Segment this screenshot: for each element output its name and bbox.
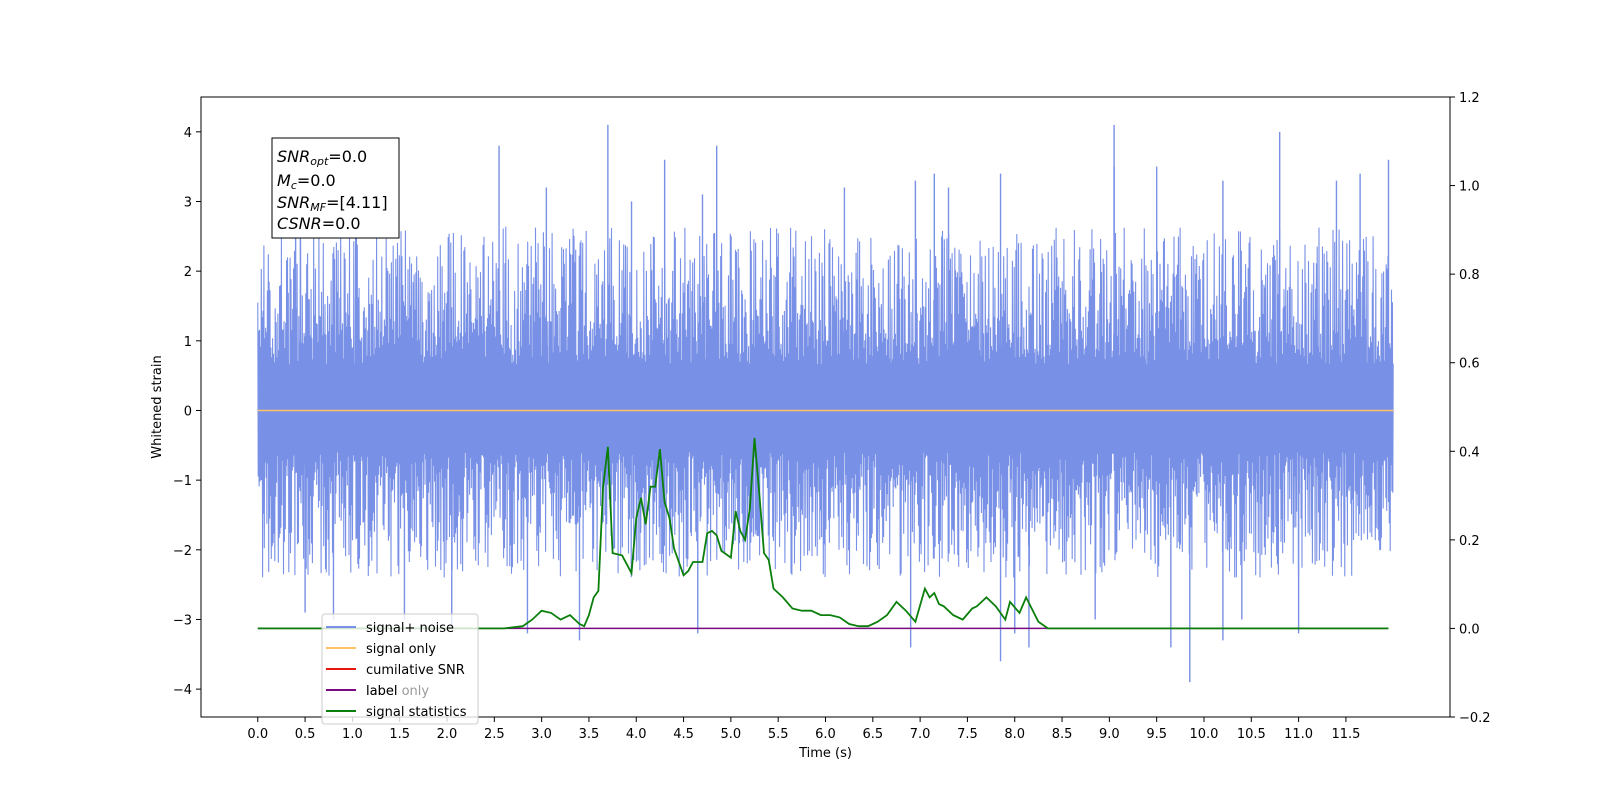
x-tick-label: 3.5 [579, 727, 600, 742]
y-tick-label: 4 [184, 126, 192, 141]
signal-noise-line [257, 226, 1394, 578]
x-tick-label: 11.0 [1284, 727, 1313, 742]
y-tick-label: −3 [173, 613, 192, 628]
y-tick-label: −1 [173, 474, 192, 489]
info-box-frame [271, 137, 400, 239]
plot-area [257, 124, 1394, 683]
x-tick-label: 8.5 [1052, 727, 1073, 742]
info-csnr: CSNR=0.0 [277, 214, 361, 233]
info-snr-opt: SNRopt=0.0 [277, 147, 367, 168]
y-axis-ticks: 4 3 2 1 0 −1 −2 −3 −4 [173, 126, 201, 698]
series-signal-noise [257, 124, 1394, 683]
series-signal-statistics [257, 437, 1389, 630]
y-tick-label: 3 [184, 195, 192, 210]
y-tick-label: 1 [184, 335, 192, 350]
legend-label: cumilative SNR [366, 663, 465, 678]
x-tick-label: 0.5 [295, 727, 316, 742]
x-axis-ticks: 0.0 0.5 1.0 1.5 2.0 2.5 3.0 3.5 4.0 4.5 5.0 5.5 6.0 6… [247, 717, 1360, 742]
x-tick-label: 0.0 [247, 727, 268, 742]
x-axis-label: Time (s) [798, 746, 852, 761]
legend-label: signal statistics [366, 705, 467, 720]
y-tick-label: −2 [173, 544, 192, 559]
x-tick-label: 2.5 [484, 727, 505, 742]
x-tick-label: 11.5 [1331, 727, 1360, 742]
x-tick-label: 4.5 [673, 727, 694, 742]
x-tick-label: 5.5 [768, 727, 789, 742]
x-tick-label: 5.0 [721, 727, 742, 742]
x-tick-label: 2.0 [437, 727, 458, 742]
y2-tick-label: 0.0 [1459, 622, 1480, 637]
y2-tick-label: 1.2 [1459, 91, 1480, 106]
x-tick-label: 9.0 [1099, 727, 1120, 742]
y2-tick-label: 0.2 [1459, 534, 1480, 549]
legend-label-label-only: label only [366, 684, 429, 699]
x-tick-label: 8.0 [1004, 727, 1025, 742]
x-tick-label: 4.0 [626, 727, 647, 742]
y-tick-label: −4 [173, 683, 192, 698]
x-tick-label: 3.0 [531, 727, 552, 742]
info-snr-mf: SNRMF=[4.11] [277, 193, 388, 214]
x-tick-label: 10.0 [1190, 727, 1219, 742]
legend-frame [321, 613, 479, 725]
y2-tick-label: 0.4 [1459, 445, 1480, 460]
y2-tick-label: 0.6 [1459, 357, 1480, 372]
x-tick-label: 9.5 [1146, 727, 1167, 742]
x-tick-label: 7.5 [957, 727, 978, 742]
legend-label: label [366, 684, 397, 699]
y-axis-label: Whitened strain [150, 355, 165, 458]
y2-tick-label: −0.2 [1459, 711, 1491, 726]
info-mc: Mc=0.0 [277, 171, 336, 192]
x-tick-label: 1.5 [389, 727, 410, 742]
legend-label: signal only [366, 642, 436, 657]
y2-tick-label: 1.0 [1459, 180, 1480, 195]
y-tick-label: 2 [184, 265, 192, 280]
y-tick-label: 0 [184, 404, 192, 419]
y2-tick-label: 0.8 [1459, 268, 1480, 283]
x-tick-label: 1.0 [342, 727, 363, 742]
legend: signal+ noise signal only cumilative SNR la… [321, 613, 479, 725]
x-tick-label: 6.0 [815, 727, 836, 742]
x-tick-label: 10.5 [1237, 727, 1266, 742]
x-tick-label: 6.5 [862, 727, 883, 742]
legend-label: signal+ noise [366, 621, 454, 636]
y2-axis-ticks: 1.2 1.0 0.8 0.6 0.4 0.2 0.0 −0.2 [1450, 91, 1491, 726]
info-box: SNRopt=0.0 Mc=0.0 SNRMF=[4.11] CSNR=0.0 [271, 137, 400, 239]
x-tick-label: 7.0 [910, 727, 931, 742]
